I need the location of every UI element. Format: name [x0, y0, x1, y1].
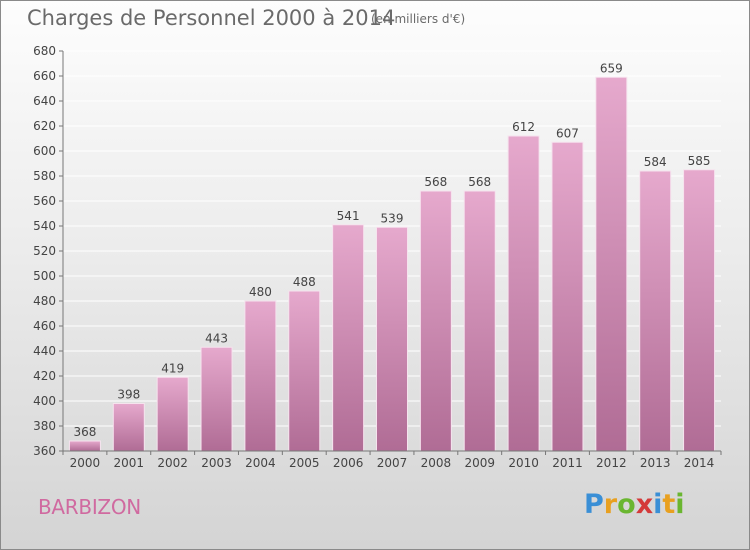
x-tick-label: 2009	[464, 456, 495, 470]
bar	[156, 376, 189, 452]
y-tick-label: 540	[33, 219, 56, 233]
y-tick-label: 640	[33, 94, 56, 108]
x-tick-label: 2005	[289, 456, 320, 470]
bar	[639, 170, 672, 452]
y-tick-label: 420	[33, 369, 56, 383]
bar	[551, 141, 584, 452]
bar-value-label: 607	[556, 126, 579, 140]
bar	[288, 290, 321, 452]
logo-letter: x	[635, 489, 654, 520]
y-tick-label: 360	[33, 444, 56, 458]
logo-letter: r	[603, 489, 618, 520]
logo-letter: P	[584, 489, 604, 520]
x-tick-label: 2013	[640, 456, 671, 470]
y-tick-label: 480	[33, 294, 56, 308]
bar	[463, 190, 496, 452]
y-tick-label: 520	[33, 244, 56, 258]
x-tick-label: 2000	[70, 456, 101, 470]
bar	[595, 76, 628, 452]
y-tick-label: 560	[33, 194, 56, 208]
x-tick-label: 2008	[421, 456, 452, 470]
logo-letter: i	[675, 489, 685, 520]
commune-name: BARBIZON	[38, 495, 141, 519]
x-tick-label: 2012	[596, 456, 627, 470]
proxiti-logo[interactable]: Proxiti	[584, 489, 685, 520]
x-tick-label: 2004	[245, 456, 276, 470]
bar-value-label: 659	[600, 61, 623, 75]
bar-value-label: 368	[73, 425, 96, 439]
logo-letter: o	[617, 489, 636, 520]
axis-layer: 360 380 400 420 440 460 480 500 520 540 560 580 600 6…	[33, 44, 722, 458]
bar	[244, 300, 277, 452]
bar	[68, 440, 101, 452]
x-tick-label: 2003	[201, 456, 232, 470]
x-tick-label: 2001	[114, 456, 145, 470]
chart-subtitle: (en milliers d'€)	[371, 12, 466, 26]
y-tick-label: 680	[33, 44, 56, 58]
bar-value-label: 612	[512, 120, 535, 134]
bar-value-label: 568	[468, 175, 491, 189]
y-tick-label: 400	[33, 394, 56, 408]
y-tick-label: 440	[33, 344, 56, 358]
bar-value-label: 419	[161, 361, 184, 375]
bar	[112, 403, 145, 452]
chart-title: Charges de Personnel 2000 à 2014	[27, 6, 396, 30]
y-tick-label: 500	[33, 269, 56, 283]
bar-value-label: 480	[249, 285, 272, 299]
bar	[332, 224, 365, 452]
x-tick-label: 2007	[377, 456, 408, 470]
x-tick-label: 2010	[508, 456, 539, 470]
bar-value-label: 443	[205, 331, 228, 345]
bar-value-label: 539	[381, 211, 404, 225]
y-tick-label: 380	[33, 419, 56, 433]
y-tick-label: 660	[33, 69, 56, 83]
bar-value-label: 488	[293, 275, 316, 289]
logo-letter: i	[653, 489, 663, 520]
x-tick-label: 2014	[684, 456, 715, 470]
x-tick-label: 2006	[333, 456, 364, 470]
x-tick-label: 2002	[157, 456, 188, 470]
bar-value-label: 585	[688, 154, 711, 168]
bar	[419, 190, 452, 452]
y-tick-label: 620	[33, 119, 56, 133]
bar	[200, 346, 233, 452]
bar-value-label: 584	[644, 155, 667, 169]
bar-value-label: 568	[424, 175, 447, 189]
label-layer: 368 2000 398 2001 419 2002 443 2003 480 2004 488 20…	[70, 61, 715, 470]
bar	[507, 135, 540, 452]
bar-value-label: 541	[337, 209, 360, 223]
bar	[376, 226, 408, 452]
logo-letter: t	[662, 489, 676, 520]
x-tick-label: 2011	[552, 456, 583, 470]
y-tick-label: 600	[33, 144, 56, 158]
bar-value-label: 398	[117, 388, 140, 402]
y-tick-label: 460	[33, 319, 56, 333]
bar-layer	[68, 76, 716, 452]
bar	[683, 169, 716, 452]
y-tick-label: 580	[33, 169, 56, 183]
